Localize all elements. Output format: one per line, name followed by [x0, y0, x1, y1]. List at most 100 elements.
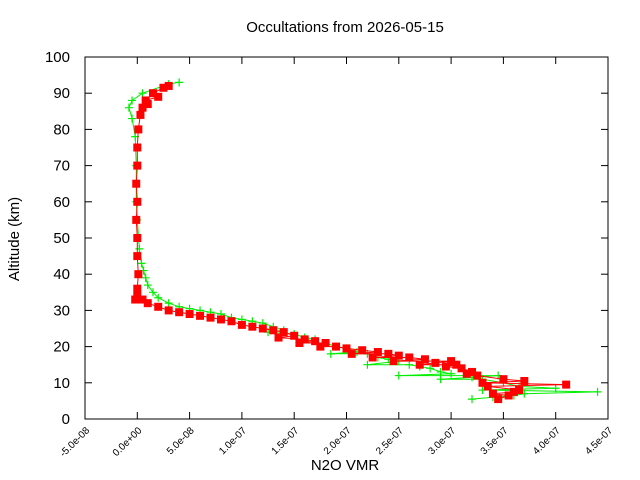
data-point: [415, 360, 424, 369]
data-point: [138, 103, 147, 112]
data-point: [136, 110, 145, 119]
y-axis-label: Altitude (km): [6, 197, 23, 281]
y-tick-label: 70: [53, 158, 70, 175]
data-point: [499, 375, 508, 384]
data-point: [159, 83, 168, 92]
y-axis: 0 10 20 30 40 50 60 70 80 90 100: [45, 49, 608, 428]
series-1: [124, 78, 602, 404]
y-tick-label: 20: [53, 339, 70, 356]
data-point: [141, 273, 150, 282]
data-point: [290, 331, 299, 340]
data-point: [405, 360, 414, 369]
data-point: [347, 349, 356, 358]
data-point: [363, 360, 372, 369]
data-point: [154, 293, 163, 302]
data-point: [132, 179, 141, 188]
data-point: [447, 369, 456, 378]
data-point: [373, 348, 382, 357]
data-point: [326, 349, 335, 358]
data-point: [248, 322, 257, 331]
data-point: [274, 333, 283, 342]
data-point: [138, 295, 147, 304]
data-point: [134, 270, 143, 279]
x-tick-label: 1.5e-07: [270, 425, 302, 457]
data-point: [206, 313, 215, 322]
x-tick-label: 4.5e-07: [583, 425, 615, 457]
data-point: [394, 351, 403, 360]
y-tick-label: 40: [53, 266, 70, 283]
data-point: [164, 299, 173, 308]
data-point: [295, 338, 304, 347]
data-point: [436, 375, 445, 384]
data-point: [515, 386, 524, 395]
x-tick-label: 2.0e-07: [322, 425, 354, 457]
data-point: [134, 125, 143, 134]
data-point: [483, 382, 492, 391]
data-point: [593, 387, 602, 396]
data-point: [562, 380, 571, 389]
data-point: [457, 364, 466, 373]
data-point: [509, 387, 518, 396]
data-point: [462, 369, 471, 378]
x-tick-label: -5.0e-08: [58, 425, 92, 459]
data-point: [227, 317, 236, 326]
data-point: [405, 353, 414, 362]
y-tick-label: 10: [53, 375, 70, 392]
data-point: [128, 96, 137, 105]
data-point: [154, 302, 163, 311]
data-point: [148, 89, 157, 98]
data-point: [135, 244, 144, 253]
data-point: [321, 338, 330, 347]
x-tick-label: 4.0e-07: [531, 425, 563, 457]
data-point: [133, 252, 142, 261]
data-point: [332, 342, 341, 351]
data-point: [154, 92, 163, 101]
data-point: [311, 337, 320, 346]
y-tick-label: 90: [53, 85, 70, 102]
x-tick-label: 5.0e-08: [165, 425, 197, 457]
data-point: [447, 357, 456, 366]
data-point: [132, 215, 141, 224]
data-point: [342, 344, 351, 353]
y-tick-label: 80: [53, 121, 70, 138]
chart-title: Occultations from 2026-05-15: [246, 19, 444, 36]
series-2: [131, 81, 571, 404]
data-point: [196, 311, 205, 320]
data-point: [431, 358, 440, 367]
y-tick-label: 50: [53, 230, 70, 247]
data-point: [478, 378, 487, 387]
data-point: [452, 360, 461, 369]
data-point: [133, 161, 142, 170]
data-point: [300, 335, 309, 344]
data-point: [164, 81, 173, 90]
data-point: [133, 197, 142, 206]
data-point: [426, 364, 435, 373]
data-point: [143, 100, 152, 109]
data-point: [133, 234, 142, 242]
data-point: [504, 391, 513, 400]
y-tick-label: 60: [53, 194, 70, 211]
data-point: [138, 89, 147, 98]
data-point: [473, 371, 482, 380]
series-layer: [124, 78, 602, 404]
x-axis-label: N2O VMR: [311, 457, 380, 474]
data-point: [551, 384, 560, 393]
data-point: [520, 376, 529, 385]
data-point: [279, 328, 288, 337]
data-point: [258, 324, 267, 333]
data-point: [175, 308, 184, 317]
data-point: [185, 310, 194, 319]
data-point: [436, 367, 445, 376]
data-point: [128, 114, 137, 123]
data-point: [389, 357, 398, 366]
data-point: [494, 395, 503, 404]
data-point: [133, 284, 142, 293]
x-tick-label: 3.5e-07: [479, 425, 511, 457]
y-tick-label: 0: [62, 411, 70, 428]
data-point: [216, 315, 225, 324]
plot-frame: [84, 56, 609, 420]
data-point: [237, 320, 246, 329]
data-point: [164, 306, 173, 315]
data-point: [143, 299, 152, 308]
